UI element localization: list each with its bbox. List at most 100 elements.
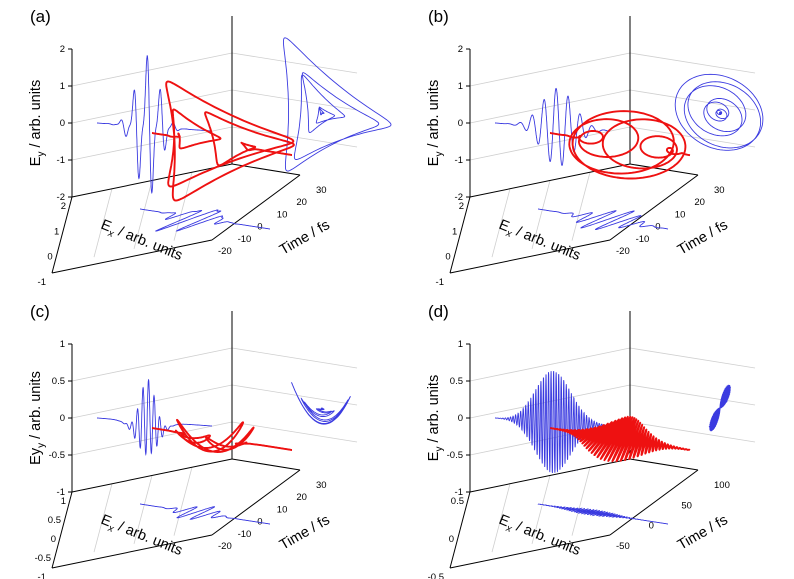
y-tick-label: 1 <box>60 339 65 350</box>
t-tick-label: 50 <box>681 500 692 511</box>
tlabel: Time / fs <box>675 512 731 553</box>
gridline <box>629 421 756 443</box>
y-tick-label: 1 <box>458 339 463 350</box>
axis-line-t <box>51 239 213 274</box>
y-tick-label: 0.5 <box>450 376 463 387</box>
x-tick-label: 1 <box>54 226 59 237</box>
xlabel: Ex / arb. units <box>495 217 582 267</box>
gridline <box>469 89 631 124</box>
ex-projection-line <box>139 503 271 525</box>
x-tick-label: -1 <box>436 277 444 288</box>
y-tick-label: -1 <box>455 487 463 498</box>
axis-line <box>469 458 631 493</box>
gridline <box>71 347 233 382</box>
axis-line-t <box>211 469 301 536</box>
axis-line-x <box>51 491 73 569</box>
axis-line-x <box>51 196 73 274</box>
axis-line-t <box>449 534 611 569</box>
gridline <box>571 467 591 536</box>
x-tick-label: 0 <box>51 534 56 545</box>
t-tick-label: -20 <box>218 246 232 257</box>
tlabel: Time / fs <box>277 512 333 553</box>
t-tick-label: 20 <box>296 197 307 208</box>
panel-label: (d) <box>428 302 449 321</box>
tlabel: Time / fs <box>675 217 731 258</box>
t-tick-label: -20 <box>218 541 232 552</box>
gridline <box>231 126 358 148</box>
t-tick-label: 30 <box>316 185 327 196</box>
t-tick-label: 10 <box>277 209 288 220</box>
t-tick-label: 10 <box>277 504 288 515</box>
ylabel: Ey / arb. units <box>28 80 47 166</box>
t-tick-label: -10 <box>238 529 252 540</box>
ey-projection-line <box>97 378 212 457</box>
ey-projection-line <box>97 54 212 194</box>
t-tick-label: -20 <box>616 246 630 257</box>
gridline <box>231 89 358 111</box>
x-tick-label: 0 <box>445 252 450 263</box>
t-tick-label: -10 <box>238 234 252 245</box>
t-tick-label: 0 <box>649 521 654 532</box>
panel-c: (c)10.50-0.5-110.50-0.5-1-20-100102030Ey… <box>28 302 358 579</box>
axis-line-t <box>449 239 611 274</box>
t-tick-label: 20 <box>694 197 705 208</box>
panel-label: (c) <box>30 302 50 321</box>
ey-projection-line <box>495 371 611 474</box>
field-trajectory-line <box>151 418 293 453</box>
gridline <box>469 126 631 161</box>
polarization-projection-line <box>291 382 352 425</box>
axis-line-t <box>609 174 699 241</box>
tlabel: Time / fs <box>277 217 333 258</box>
t-tick-label: 100 <box>714 480 730 491</box>
gridline <box>173 467 193 536</box>
field-trajectory-line <box>151 80 295 202</box>
gridline <box>173 172 193 241</box>
x-tick-label: -1 <box>38 572 46 579</box>
xlabel: Ex / arb. units <box>495 512 582 562</box>
gridline <box>231 52 358 74</box>
x-tick-label: -0.5 <box>35 553 51 564</box>
panel-label: (a) <box>30 7 51 26</box>
gridline <box>231 421 358 443</box>
y-tick-label: 1 <box>458 81 463 92</box>
y-tick-label: -1 <box>57 487 65 498</box>
gridline <box>93 483 113 553</box>
gridline <box>71 126 233 161</box>
gridline <box>231 384 358 406</box>
gridline <box>629 52 756 74</box>
axis-line <box>469 163 631 198</box>
polarization-projection-line <box>708 384 732 432</box>
ylabel: Eyy / arb. units <box>28 371 47 465</box>
gridline <box>629 347 756 369</box>
y-tick-label: -2 <box>455 192 463 203</box>
x-tick-label: 2 <box>61 201 66 212</box>
axis-line-x <box>449 491 471 569</box>
y-tick-label: -0.5 <box>447 450 463 461</box>
axis-line-t <box>51 534 213 569</box>
polarization-projection-line <box>283 37 392 172</box>
gridline <box>469 384 631 419</box>
gridline <box>491 188 511 258</box>
xlabel: Ex / arb. units <box>97 512 184 562</box>
panel-label: (b) <box>428 7 449 26</box>
axis-line <box>71 163 233 198</box>
t-tick-label: 0 <box>655 222 660 233</box>
y-tick-label: -1 <box>455 155 463 166</box>
gridline <box>629 384 756 406</box>
y-tick-label: -1 <box>57 155 65 166</box>
axis-line <box>629 458 699 471</box>
ylabel: Ey / arb. units <box>426 375 445 461</box>
x-tick-label: 0 <box>449 534 454 545</box>
axis-line <box>629 163 699 176</box>
ylabel: Ey / arb. units <box>426 80 445 166</box>
field-trajectory-line <box>549 110 691 180</box>
x-tick-label: 0.5 <box>451 496 464 507</box>
x-tick-label: -0.5 <box>428 572 444 579</box>
y-tick-label: 1 <box>60 81 65 92</box>
t-tick-label: 30 <box>316 480 327 491</box>
t-tick-label: 30 <box>714 185 725 196</box>
